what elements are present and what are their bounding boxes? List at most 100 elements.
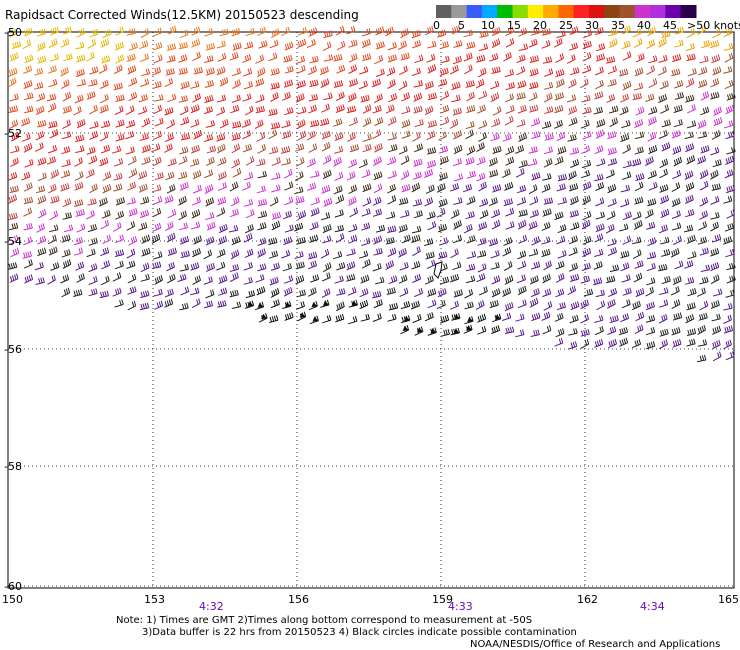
wind-barb bbox=[709, 40, 720, 49]
wind-barb bbox=[674, 92, 684, 100]
wind-barb bbox=[98, 197, 108, 207]
wind-barb bbox=[465, 211, 475, 220]
wind-barb bbox=[686, 120, 697, 129]
wind-barb bbox=[282, 130, 292, 140]
wind-barb bbox=[541, 183, 551, 193]
wind-barb bbox=[360, 313, 370, 322]
wind-barb bbox=[621, 120, 631, 129]
wind-barb bbox=[348, 117, 358, 127]
wind-barb bbox=[398, 197, 409, 206]
wind-barb bbox=[414, 54, 424, 64]
wind-barb bbox=[113, 82, 123, 91]
wind-barb bbox=[622, 51, 632, 61]
wind-barb bbox=[270, 92, 279, 102]
wind-barb bbox=[334, 275, 344, 284]
wind-barb bbox=[670, 286, 680, 296]
wind-barb bbox=[686, 104, 696, 114]
wind-barb bbox=[190, 81, 200, 89]
wind-barb bbox=[685, 182, 695, 192]
wind-barb bbox=[491, 288, 501, 298]
wind-flag bbox=[454, 314, 460, 320]
wind-barb bbox=[581, 145, 591, 154]
wind-barb bbox=[372, 262, 382, 272]
legend-tick: 45 bbox=[663, 19, 677, 32]
wind-barb bbox=[306, 158, 316, 168]
wind-barb bbox=[635, 311, 645, 322]
wind-barb bbox=[634, 196, 644, 205]
wind-barb bbox=[23, 207, 33, 217]
wind-barb bbox=[712, 28, 722, 39]
wind-barb bbox=[479, 198, 489, 207]
wind-barb bbox=[333, 156, 342, 167]
wind-barb bbox=[621, 299, 631, 309]
wind-barb bbox=[243, 67, 253, 77]
wind-barb bbox=[100, 219, 110, 230]
wind-barb bbox=[488, 157, 498, 167]
wind-barb bbox=[399, 287, 409, 297]
wind-flag bbox=[261, 314, 268, 320]
wind-barb bbox=[531, 236, 541, 246]
wind-barb bbox=[231, 143, 241, 154]
wind-barb bbox=[621, 40, 631, 50]
wind-barb bbox=[349, 207, 359, 218]
wind-barb bbox=[178, 210, 187, 221]
wind-barb bbox=[686, 155, 696, 165]
wind-barb bbox=[114, 234, 124, 244]
wind-barb bbox=[555, 69, 565, 78]
wind-barb bbox=[723, 339, 732, 350]
legend-tick: 35 bbox=[611, 19, 625, 32]
wind-barb bbox=[245, 27, 255, 37]
wind-barb bbox=[634, 67, 644, 77]
wind-barb bbox=[86, 210, 95, 220]
wind-barb bbox=[478, 221, 488, 231]
wind-barb bbox=[297, 119, 306, 130]
wind-barb bbox=[661, 119, 671, 128]
wind-barb bbox=[34, 142, 44, 152]
wind-barb bbox=[385, 26, 394, 37]
wind-barb bbox=[440, 55, 450, 64]
wind-barb bbox=[723, 236, 733, 245]
wind-barb bbox=[362, 133, 372, 142]
wind-barb bbox=[453, 197, 463, 205]
wind-barb bbox=[88, 263, 98, 273]
wind-barb bbox=[102, 184, 112, 194]
wind-barb bbox=[126, 197, 136, 205]
wind-barb bbox=[100, 275, 110, 286]
wind-barb bbox=[542, 173, 552, 181]
wind-barb bbox=[491, 275, 501, 285]
wind-barb bbox=[491, 118, 501, 128]
wind-barb bbox=[10, 131, 20, 142]
wind-barb bbox=[47, 144, 58, 154]
wind-flag bbox=[322, 300, 329, 306]
wind-barb bbox=[450, 182, 460, 192]
wind-barb bbox=[74, 94, 84, 104]
wind-barb bbox=[89, 121, 99, 129]
wind-barb bbox=[451, 24, 461, 35]
wind-barb bbox=[347, 286, 357, 296]
wind-barb bbox=[375, 68, 385, 77]
wind-barb bbox=[282, 210, 292, 220]
wind-barb bbox=[284, 106, 294, 116]
wind-barb bbox=[710, 262, 720, 272]
wind-barb bbox=[492, 184, 502, 193]
wind-barb bbox=[557, 224, 567, 234]
wind-barb bbox=[191, 196, 201, 206]
wind-barb bbox=[436, 299, 446, 310]
wind-barb bbox=[206, 221, 216, 231]
wind-barb bbox=[712, 159, 722, 168]
wind-barb bbox=[217, 182, 227, 191]
wind-barb bbox=[466, 145, 476, 156]
wind-barb bbox=[140, 262, 150, 273]
wind-barb bbox=[296, 236, 306, 245]
wind-barb bbox=[661, 30, 671, 39]
wind-barb bbox=[583, 288, 594, 297]
wind-barb bbox=[128, 42, 138, 51]
wind-barb bbox=[569, 147, 580, 155]
wind-barb bbox=[713, 106, 722, 117]
wind-barb bbox=[270, 82, 280, 90]
wind-barb bbox=[581, 64, 592, 74]
wind-barb bbox=[152, 81, 162, 89]
wind-barb bbox=[128, 235, 138, 246]
wind-barb bbox=[633, 38, 643, 48]
